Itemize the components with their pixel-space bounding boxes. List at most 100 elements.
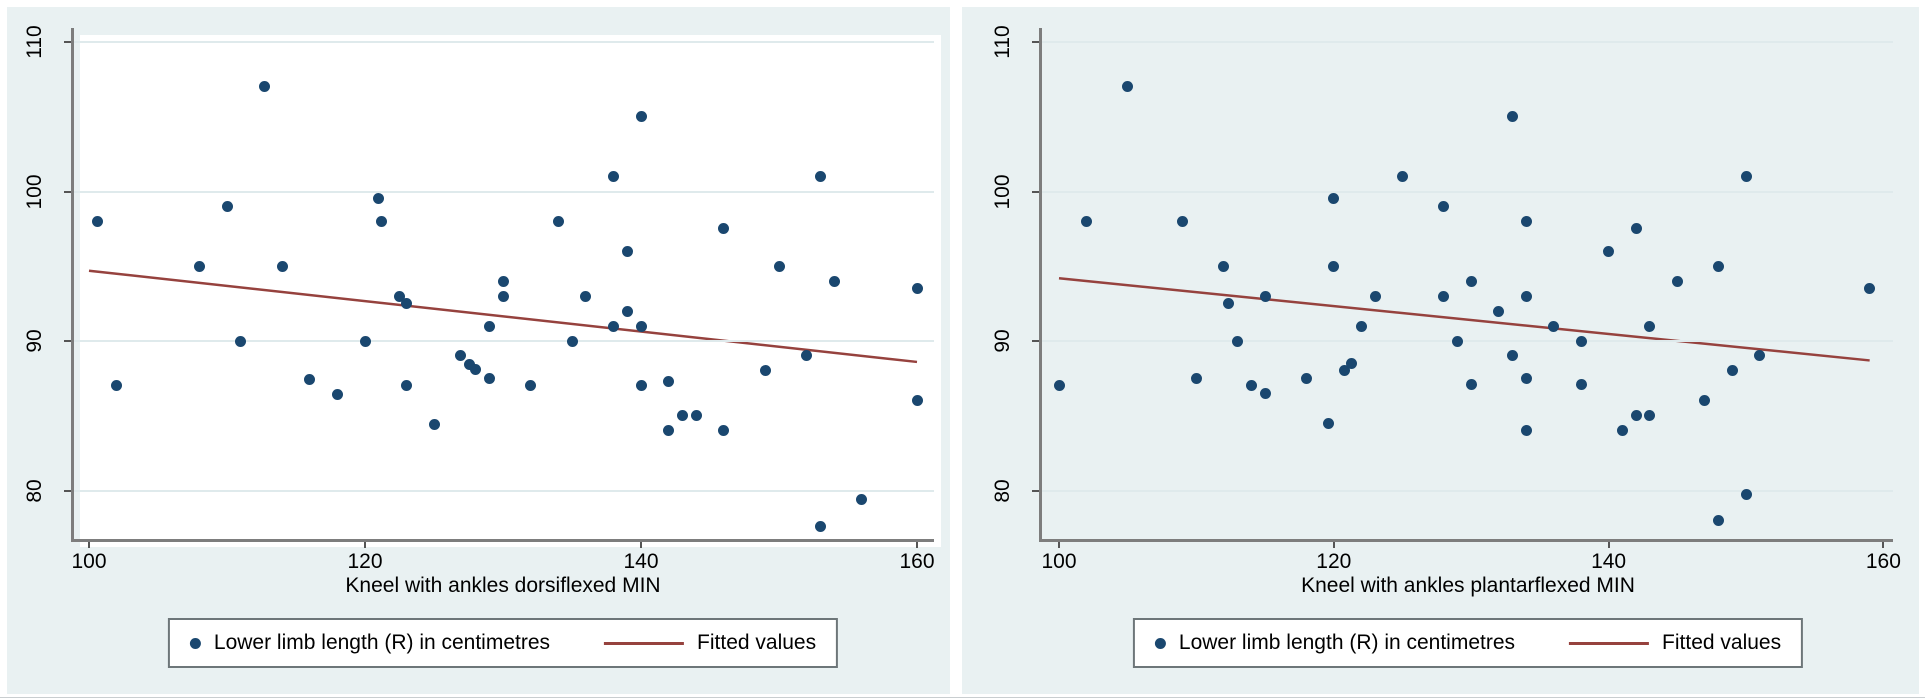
- scatter-point: [276, 260, 288, 272]
- scatter-point: [1644, 410, 1656, 422]
- scatter-point: [1053, 380, 1065, 392]
- y-tick-mark: [64, 489, 72, 492]
- x-tick-label: 100: [71, 550, 107, 573]
- scatter-point: [814, 171, 826, 183]
- y-gridline: [73, 190, 934, 193]
- scatter-point: [394, 290, 405, 302]
- x-tick-mark: [364, 540, 366, 548]
- y-axis-line: [71, 28, 74, 542]
- y-tick-mark: [64, 41, 72, 43]
- y-tick-label: 90: [991, 329, 1014, 353]
- scatter-point: [1346, 357, 1358, 369]
- scatter-point: [1465, 275, 1477, 287]
- scatter-point: [497, 290, 509, 302]
- y-gridline: [1041, 190, 1893, 193]
- plot-area-dorsiflexed: [80, 35, 941, 547]
- scatter-point: [1328, 260, 1340, 272]
- y-tick-mark: [64, 190, 72, 193]
- scatter-point: [1630, 410, 1642, 422]
- scatter-point: [1726, 365, 1738, 377]
- legend-dorsiflexed: Lower limb length (R) in centimetres Fit…: [167, 618, 839, 668]
- scatter-marker-icon: [1154, 637, 1166, 649]
- scatter-point: [828, 275, 840, 287]
- scatter-point: [676, 410, 688, 422]
- scatter-point: [1232, 335, 1244, 347]
- scatter-point: [258, 81, 270, 93]
- scatter-point: [607, 320, 619, 332]
- scatter-point: [856, 493, 868, 505]
- scatter-point: [91, 215, 103, 227]
- scatter-point: [1300, 372, 1312, 384]
- scatter-point: [376, 215, 388, 227]
- scatter-point: [1506, 111, 1518, 123]
- scatter-point: [1520, 425, 1532, 437]
- scatter-point: [221, 200, 233, 212]
- scatter-point: [1245, 380, 1257, 392]
- scatter-point: [454, 350, 466, 362]
- fitted-values-line: [1058, 276, 1870, 362]
- scatter-point: [552, 215, 564, 227]
- legend-plantarflexed: Lower limb length (R) in centimetres Fit…: [1132, 618, 1804, 668]
- scatter-point: [1671, 275, 1683, 287]
- y-tick-mark: [1032, 340, 1040, 342]
- scatter-point: [1465, 378, 1477, 390]
- scatter-point: [635, 380, 647, 392]
- y-tick-mark: [64, 340, 72, 342]
- x-axis-line: [71, 539, 934, 542]
- x-tick-mark: [1607, 540, 1610, 548]
- scatter-point: [1575, 335, 1587, 347]
- y-tick-label: 110: [991, 25, 1014, 59]
- scatter-point: [1713, 514, 1725, 526]
- scatter-point: [1754, 350, 1766, 362]
- y-gridline: [73, 340, 934, 342]
- x-tick-label: 120: [1316, 550, 1352, 573]
- legend-scatter-label: Lower limb length (R) in centimetres: [1178, 631, 1516, 654]
- scatter-point: [635, 111, 647, 123]
- y-gridline: [1041, 340, 1893, 342]
- x-axis-line: [1039, 539, 1893, 542]
- scatter-point: [801, 350, 813, 362]
- y-tick-label: 80: [23, 478, 46, 503]
- scatter-point: [1740, 171, 1752, 183]
- y-tick-label: 110: [23, 25, 46, 59]
- x-tick-mark: [916, 540, 918, 548]
- fitted-line-sample-icon: [1569, 641, 1650, 645]
- x-tick-mark: [1332, 540, 1335, 548]
- y-tick-label: 100: [23, 173, 46, 210]
- x-tick-mark: [88, 540, 90, 548]
- y-tick-label: 100: [991, 173, 1014, 210]
- x-axis-title-plantarflexed: Kneel with ankles plantarflexed MIN: [1301, 574, 1635, 597]
- scatter-point: [1177, 215, 1189, 227]
- scatter-point: [814, 520, 826, 532]
- scatter-point: [1493, 305, 1505, 317]
- y-gridline: [1041, 41, 1893, 43]
- scatter-point: [1713, 260, 1725, 272]
- figure-bottom-border: [0, 697, 1925, 698]
- x-tick-label: 120: [347, 550, 383, 573]
- scatter-marker-icon: [189, 637, 201, 649]
- scatter-point: [1369, 290, 1381, 302]
- scatter-point: [1630, 223, 1642, 235]
- scatter-point: [464, 359, 476, 371]
- scatter-point: [580, 290, 592, 302]
- scatter-point: [1190, 372, 1202, 384]
- scatter-point: [497, 275, 509, 287]
- scatter-point: [1644, 320, 1656, 332]
- y-gridline: [73, 489, 934, 492]
- scatter-point: [1699, 395, 1711, 407]
- y-gridline: [73, 41, 934, 43]
- scatter-point: [193, 260, 205, 272]
- scatter-point: [1259, 290, 1271, 302]
- scatter-point: [1616, 425, 1628, 437]
- scatter-point: [1080, 215, 1092, 227]
- scatter-point: [635, 320, 647, 332]
- scatter-point: [428, 419, 440, 431]
- y-tick-mark: [1032, 190, 1040, 193]
- scatter-point: [690, 410, 702, 422]
- scatter-point: [359, 335, 371, 347]
- scatter-point: [663, 425, 675, 437]
- scatter-point: [483, 372, 495, 384]
- y-tick-mark: [1032, 489, 1040, 492]
